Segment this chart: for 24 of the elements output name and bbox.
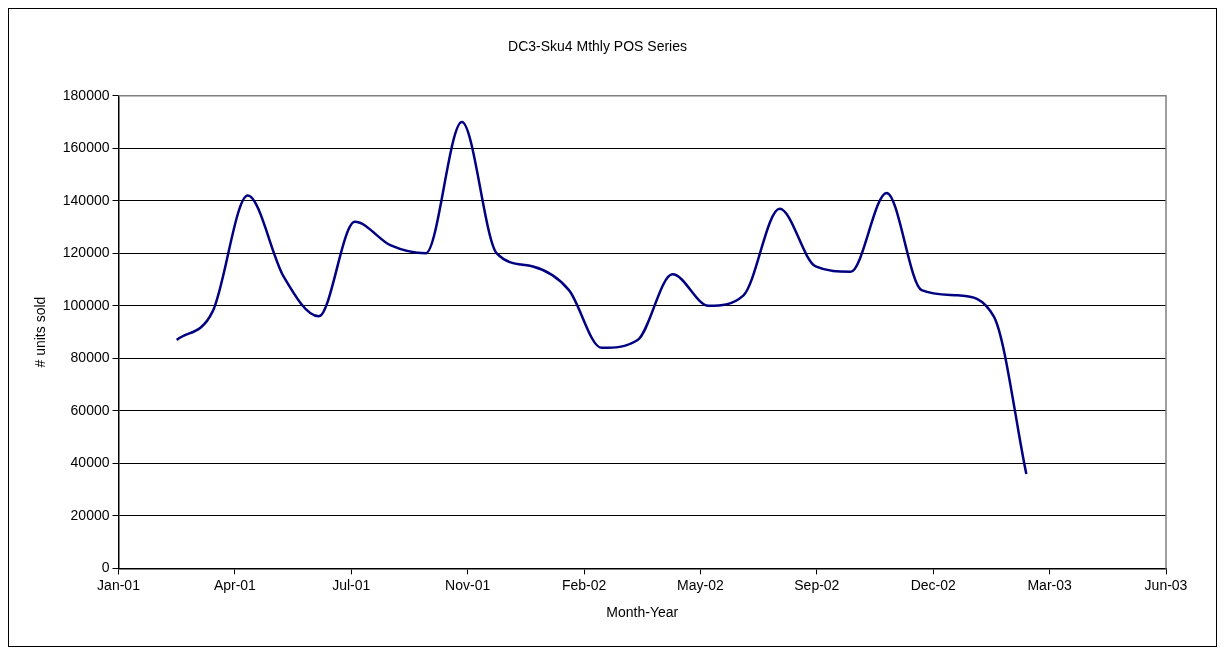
y-tick-label: 60000 (70, 401, 110, 418)
y-tick-label: 180000 (62, 86, 110, 103)
y-tick-label: 120000 (62, 244, 110, 261)
y-tick-label: 0 (101, 559, 110, 576)
y-tick-label: 160000 (62, 139, 110, 156)
x-tick-label: Jan-01 (97, 576, 141, 593)
x-tick-label: Feb-02 (561, 576, 607, 593)
x-tick-label: Nov-01 (445, 576, 491, 593)
x-tick-label: Mar-03 (1027, 576, 1072, 593)
x-tick-label: May-02 (677, 576, 724, 593)
x-tick-label: Dec-02 (910, 576, 956, 593)
y-tick-label: 40000 (70, 454, 110, 471)
y-tick-label: 140000 (62, 191, 110, 208)
y-tick-label: 80000 (70, 349, 110, 366)
y-tick-label: 100000 (62, 296, 110, 313)
line-series (175, 120, 1028, 476)
y-axis-title: # units sold (32, 296, 49, 368)
chart-title: DC3-Sku4 Mthly POS Series (508, 38, 687, 55)
y-tick-label: 20000 (70, 506, 110, 523)
x-tick-label: Sep-02 (794, 576, 840, 593)
x-tick-label: Jul-01 (332, 576, 371, 593)
x-axis-title: Month-Year (606, 604, 679, 621)
x-tick-label: Apr-01 (213, 576, 257, 593)
x-tick-label: Jun-03 (1144, 576, 1188, 593)
